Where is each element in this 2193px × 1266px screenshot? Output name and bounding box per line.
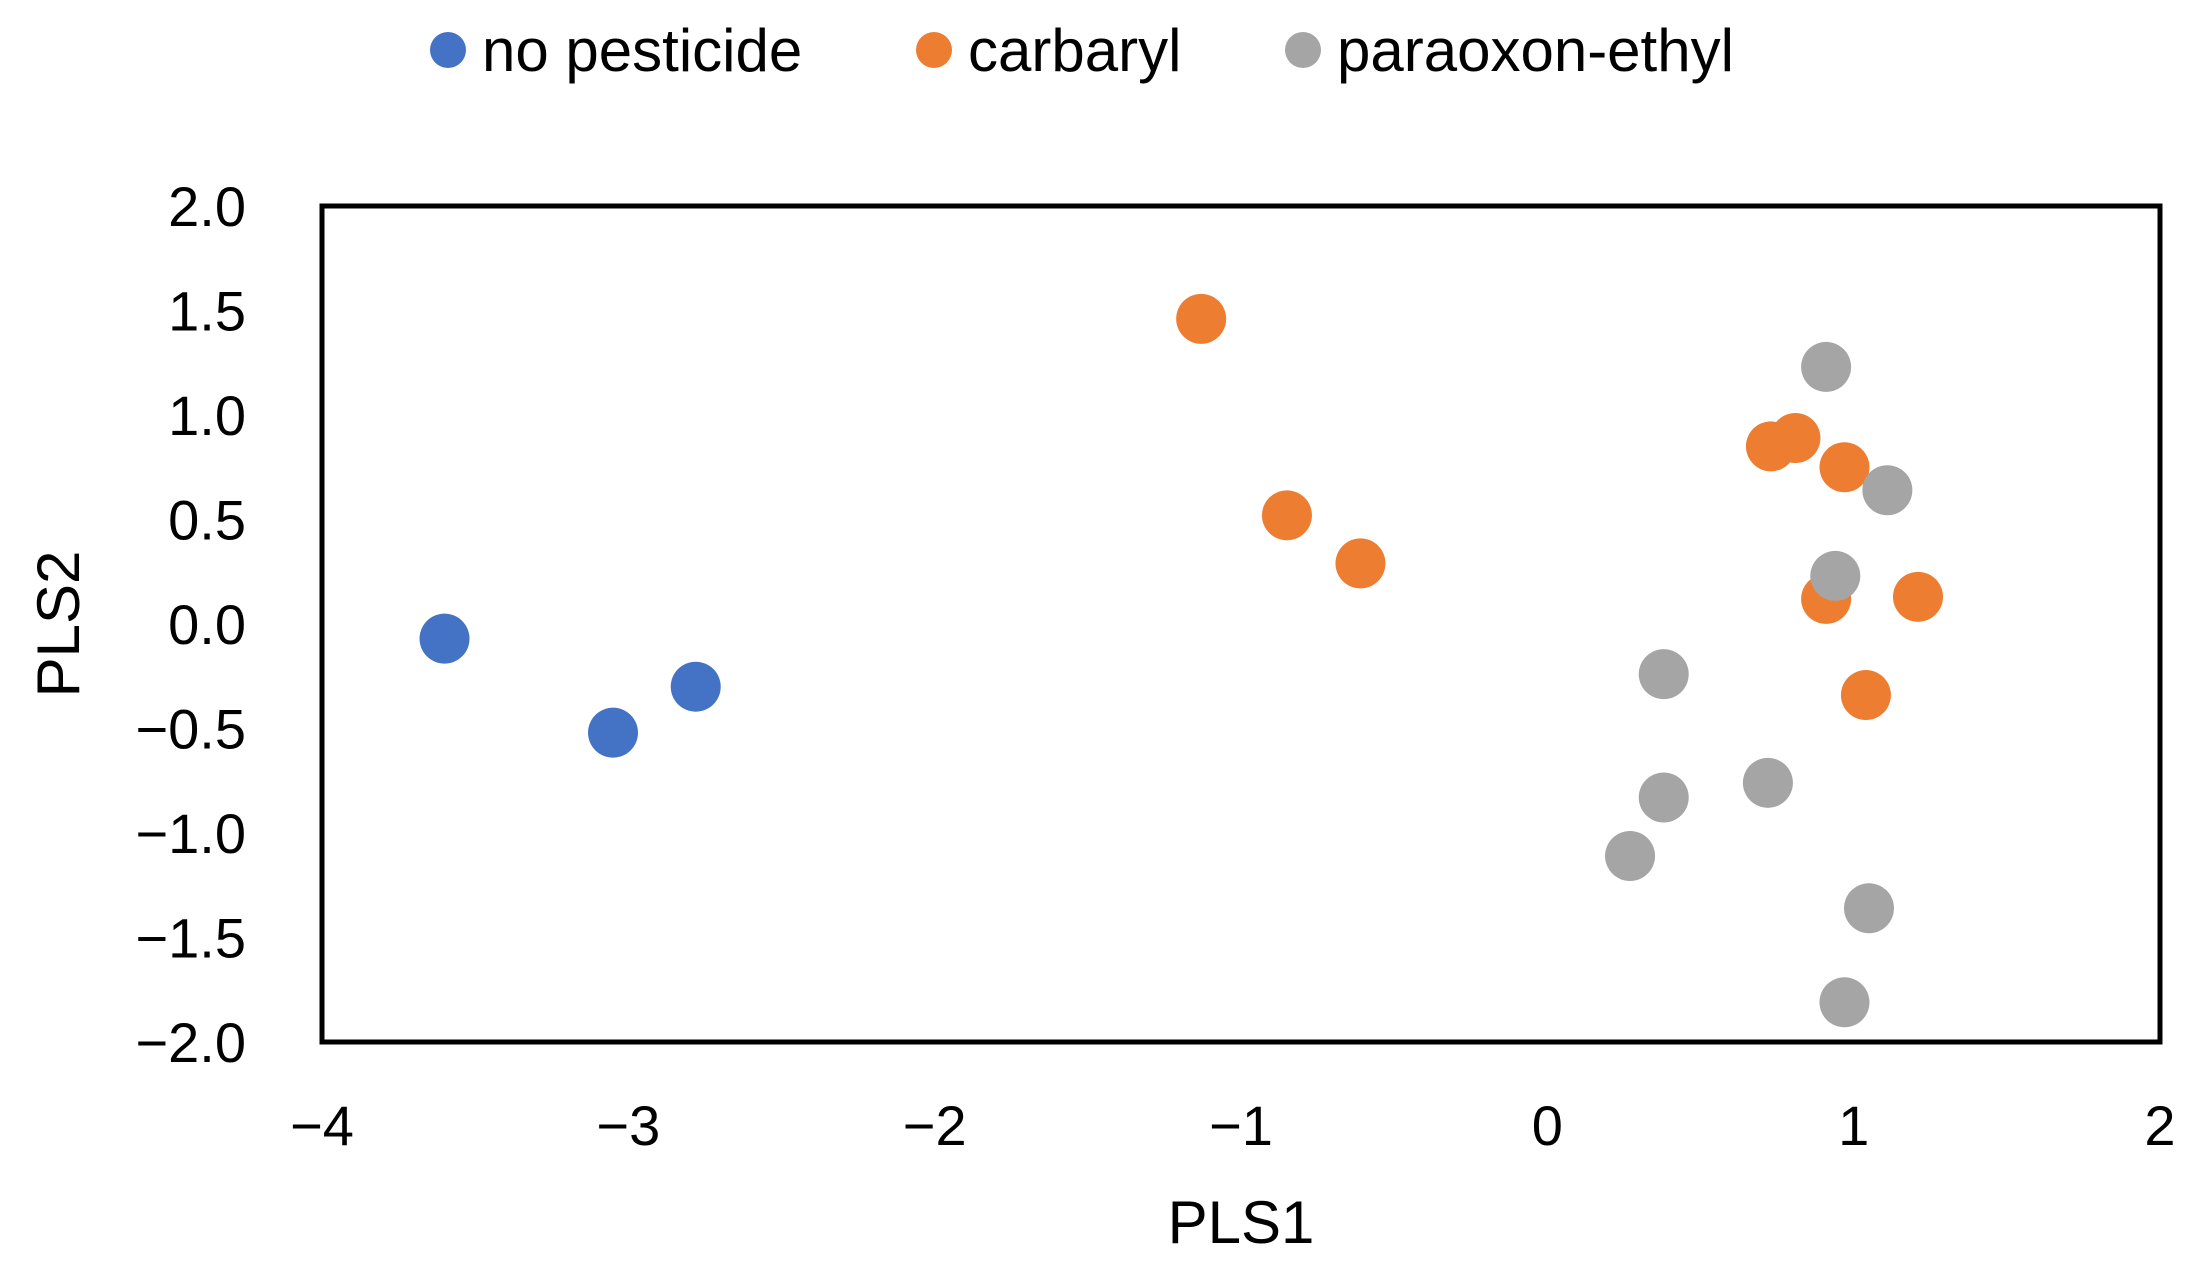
- y-tick-label: −1.0: [135, 802, 246, 865]
- series-no-pesticide: [419, 613, 721, 758]
- legend: no pesticide carbaryl paraoxon-ethyl: [430, 17, 1734, 84]
- y-tick-label: 1.0: [168, 384, 246, 447]
- point-no-pesticide: [588, 707, 639, 758]
- x-tick-label: 0: [1532, 1094, 1563, 1157]
- point-paraoxon-ethyl: [1742, 757, 1793, 808]
- point-carbaryl: [1176, 293, 1227, 344]
- y-tick-label: 2.0: [168, 175, 246, 238]
- x-axis-tick-labels: −4 −3 −2 −1 0 1 2: [290, 1094, 2176, 1157]
- legend-marker: [1285, 32, 1321, 68]
- point-carbaryl: [1819, 442, 1870, 493]
- point-carbaryl: [1335, 538, 1386, 589]
- point-carbaryl: [1840, 670, 1891, 721]
- point-carbaryl: [1261, 490, 1312, 541]
- y-axis-title: PLS2: [25, 551, 92, 698]
- legend-marker: [916, 32, 952, 68]
- point-no-pesticide: [670, 661, 721, 712]
- point-paraoxon-ethyl: [1638, 649, 1689, 700]
- series-carbaryl: [1176, 293, 1943, 721]
- plot-area-frame: [319, 203, 2163, 1045]
- point-carbaryl: [1770, 412, 1821, 463]
- point-paraoxon-ethyl: [1801, 341, 1852, 392]
- y-tick-label: −2.0: [135, 1011, 246, 1074]
- data-points: [419, 293, 1943, 1028]
- x-tick-label: −2: [903, 1094, 967, 1157]
- legend-marker: [430, 32, 466, 68]
- y-tick-label: 1.5: [168, 280, 246, 343]
- point-paraoxon-ethyl: [1638, 772, 1689, 823]
- legend-item-carbaryl: carbaryl: [916, 17, 1181, 84]
- y-tick-label: −0.5: [135, 698, 246, 761]
- point-paraoxon-ethyl: [1605, 830, 1656, 881]
- x-tick-label: −3: [596, 1094, 660, 1157]
- y-tick-label: −1.5: [135, 907, 246, 970]
- point-carbaryl: [1892, 571, 1943, 622]
- y-tick-label: 0.5: [168, 489, 246, 552]
- x-tick-label: 2: [2144, 1094, 2175, 1157]
- point-paraoxon-ethyl: [1862, 465, 1913, 516]
- point-paraoxon-ethyl: [1843, 883, 1894, 934]
- legend-label: carbaryl: [968, 17, 1181, 84]
- x-tick-label: −4: [290, 1094, 354, 1157]
- x-axis-title: PLS1: [1168, 1189, 1315, 1256]
- x-tick-label: −1: [1209, 1094, 1273, 1157]
- legend-item-no-pesticide: no pesticide: [430, 17, 802, 84]
- y-tick-label: 0.0: [168, 593, 246, 656]
- y-axis-tick-labels: 2.0 1.5 1.0 0.5 0.0 −0.5 −1.0 −1.5 −2.0: [135, 175, 246, 1074]
- legend-label: paraoxon-ethyl: [1337, 17, 1734, 84]
- legend-item-paraoxon-ethyl: paraoxon-ethyl: [1285, 17, 1734, 84]
- legend-label: no pesticide: [482, 17, 802, 84]
- point-paraoxon-ethyl: [1819, 977, 1870, 1028]
- series-paraoxon-ethyl: [1605, 341, 1913, 1028]
- point-no-pesticide: [419, 613, 470, 664]
- point-paraoxon-ethyl: [1810, 550, 1861, 601]
- x-tick-label: 1: [1838, 1094, 1869, 1157]
